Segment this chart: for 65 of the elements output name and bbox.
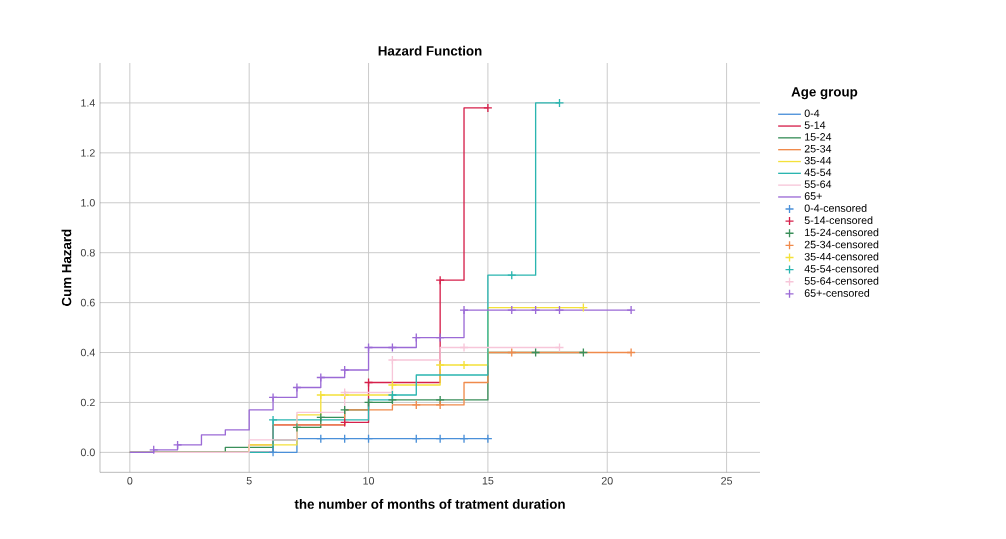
point xyxy=(459,360,469,370)
x-axis-title: the number of months of tratment duration xyxy=(294,499,565,509)
legend-label: 45-54-censored xyxy=(804,264,879,273)
x-tick-label: 20 xyxy=(601,477,613,485)
point xyxy=(172,440,183,450)
point xyxy=(435,433,445,444)
point xyxy=(554,98,565,108)
point xyxy=(387,380,398,390)
y-axis-title: Cum Hazard xyxy=(61,229,72,307)
point xyxy=(459,433,469,444)
point xyxy=(626,347,636,358)
legend-label: 0-4-censored xyxy=(804,204,867,212)
legend-label: 55-64 xyxy=(804,180,832,188)
point xyxy=(626,305,636,315)
point xyxy=(435,400,445,410)
point xyxy=(411,400,421,410)
y-tick-label: 1.0 xyxy=(81,199,95,207)
point xyxy=(554,305,565,315)
point xyxy=(387,390,398,400)
chart-title: Hazard Function xyxy=(378,45,482,56)
legend-label: 5-14-censored xyxy=(804,216,873,225)
legend-label: 15-24 xyxy=(805,133,832,141)
y-tick-label: 0.6 xyxy=(80,298,95,307)
point xyxy=(507,270,517,280)
legend-label: 65+-censored xyxy=(804,288,870,297)
point xyxy=(149,445,159,455)
point xyxy=(459,305,469,315)
x-tick-label: 10 xyxy=(363,477,375,485)
point xyxy=(340,365,350,375)
legend-label: 35-44 xyxy=(804,156,832,165)
x-tick-label: 0 xyxy=(127,477,133,485)
y-tick-label: 0.0 xyxy=(80,448,95,457)
point xyxy=(483,103,493,113)
point xyxy=(316,390,326,400)
point xyxy=(268,447,278,458)
legend-label: 35-44-censored xyxy=(804,252,879,261)
point xyxy=(435,360,445,370)
y-tick-label: 1.2 xyxy=(81,149,95,157)
x-tick-label: 5 xyxy=(246,477,252,485)
point xyxy=(292,422,302,433)
legend-title: Age group xyxy=(791,87,858,100)
y-tick-label: 1.4 xyxy=(81,99,95,107)
point xyxy=(340,405,350,415)
point xyxy=(292,382,302,393)
y-tick-label: 0.4 xyxy=(80,348,95,357)
point xyxy=(507,305,517,315)
legend-label: 25-34-censored xyxy=(804,240,879,249)
legend-label: 0-4 xyxy=(804,109,820,118)
legend-label: 15-24-censored xyxy=(805,228,879,237)
legend-label: 65+ xyxy=(804,192,822,200)
point xyxy=(435,332,445,343)
legend-label: 55-64-censored xyxy=(804,276,879,285)
legend-label: 25-34 xyxy=(804,144,832,153)
x-tick-label: 25 xyxy=(721,477,733,485)
legend-label: 45-54 xyxy=(804,168,832,177)
point xyxy=(268,415,278,425)
y-tick-label: 0.2 xyxy=(80,398,95,407)
legend-label: 5-14 xyxy=(804,121,826,129)
x-tick-label: 15 xyxy=(482,477,494,485)
point xyxy=(435,275,445,285)
point xyxy=(268,392,278,403)
y-tick-label: 0.8 xyxy=(80,248,95,257)
point xyxy=(483,433,493,444)
point xyxy=(459,342,469,353)
point xyxy=(530,305,541,315)
